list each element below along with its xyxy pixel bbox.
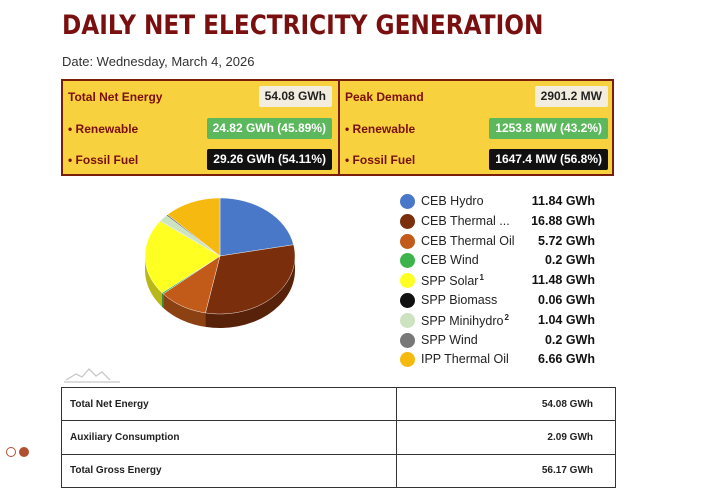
legend-swatch [400, 213, 415, 229]
pagination-dot-inactive[interactable] [6, 447, 16, 457]
legend-swatch [400, 292, 415, 308]
legend-value: 0.2 GWh [544, 332, 595, 347]
legend-label: SPP Biomass [421, 292, 498, 307]
fossil-energy-label: • Fossil Fuel [68, 153, 139, 167]
legend-label: CEB Thermal ... [421, 213, 510, 228]
pie-slice-side [205, 256, 295, 328]
legend-swatch [400, 312, 415, 328]
peak-demand-row: Peak Demand 2901.2 MW [340, 82, 612, 113]
legend-label: SPP Solar1 [421, 273, 484, 289]
legend-label: SPP Minihydro2 [421, 312, 509, 328]
renewable-demand-row: • Renewable 1253.8 MW (43.2%) [340, 114, 612, 145]
pie-slice-side [163, 293, 206, 327]
totals-value: 2.09 GWh [396, 420, 616, 455]
demand-summary: Peak Demand 2901.2 MW • Renewable 1253.8… [340, 81, 612, 174]
legend-item: SPP Solar1 11.48 GWh [398, 271, 603, 291]
legend-value: 1.04 GWh [538, 312, 595, 327]
legend-swatch [400, 233, 415, 249]
renewable-energy-label: • Renewable [68, 122, 139, 136]
logo-icon [64, 368, 120, 383]
legend-item: IPP Thermal Oil 6.66 GWh [398, 350, 603, 370]
fossil-energy-value: 29.26 GWh (54.11%) [207, 149, 332, 170]
legend-label: IPP Thermal Oil [421, 352, 509, 367]
legend-value: 0.06 GWh [538, 292, 595, 307]
legend-swatch [400, 352, 415, 368]
legend-footnote: 2 [504, 312, 509, 322]
legend-swatch [400, 253, 415, 269]
total-net-energy-value: 54.08 GWh [258, 86, 332, 107]
table-row: Total Net Energy 54.08 GWh [61, 386, 616, 422]
fossil-demand-value: 1647.4 MW (56.8%) [489, 149, 608, 170]
report-date: Date: Wednesday, March 4, 2026 [62, 54, 255, 69]
fossil-demand-row: • Fossil Fuel 1647.4 MW (56.8%) [340, 145, 612, 176]
renewable-energy-row: • Renewable 24.82 GWh (45.89%) [63, 114, 338, 145]
table-row: Total Gross Energy 56.17 GWh [61, 453, 616, 489]
totals-label: Auxiliary Consumption [61, 420, 397, 455]
total-net-energy-label: Total Net Energy [68, 90, 163, 104]
pie-slice [167, 197, 221, 257]
totals-label: Total Gross Energy [61, 453, 397, 489]
pie-slice [205, 244, 296, 315]
totals-value: 54.08 GWh [396, 386, 616, 422]
legend-label: CEB Wind [421, 253, 479, 268]
legend-item: CEB Wind 0.2 GWh [398, 251, 603, 271]
page-title: DAILY NET ELECTRICITY GENERATION [62, 10, 544, 41]
legend-value: 11.84 GWh [531, 194, 595, 208]
peak-demand-value: 2901.2 MW [534, 86, 608, 107]
legend-label: CEB Thermal Oil [421, 233, 515, 248]
summary-panel: Total Net Energy 54.08 GWh • Renewable 2… [61, 79, 614, 176]
legend-item: SPP Minihydro2 1.04 GWh [398, 311, 603, 331]
slide-pagination [6, 444, 32, 462]
legend-swatch [400, 194, 415, 209]
pie-slice-side [145, 256, 163, 307]
pie-slice-side [162, 292, 164, 308]
renewable-energy-value: 24.82 GWh (45.89%) [206, 118, 332, 139]
chart-legend: CEB Hydro 11.84 GWh CEB Thermal ... 16.88 G… [398, 192, 603, 370]
legend-item: CEB Thermal Oil 5.72 GWh [398, 232, 603, 252]
legend-swatch [400, 332, 415, 348]
summary-divider [338, 81, 340, 174]
totals-label: Total Net Energy [61, 386, 397, 422]
legend-value: 5.72 GWh [538, 233, 595, 248]
legend-footnote: 1 [479, 273, 484, 283]
legend-swatch [400, 273, 415, 289]
legend-label: CEB Hydro [421, 194, 484, 208]
energy-totals-table: Total Net Energy 54.08 GWh Auxiliary Con… [61, 386, 616, 489]
fossil-energy-row: • Fossil Fuel 29.26 GWh (54.11%) [63, 145, 338, 176]
legend-value: 16.88 GWh [531, 213, 595, 228]
legend-value: 0.2 GWh [544, 253, 595, 268]
pagination-dot-active[interactable] [19, 447, 29, 457]
peak-demand-label: Peak Demand [345, 90, 424, 104]
energy-summary: Total Net Energy 54.08 GWh • Renewable 2… [63, 81, 338, 174]
generation-pie-chart [144, 197, 296, 328]
legend-label: SPP Wind [421, 332, 478, 347]
table-row: Auxiliary Consumption 2.09 GWh [61, 420, 616, 455]
legend-value: 6.66 GWh [538, 352, 595, 367]
renewable-demand-label: • Renewable [345, 122, 416, 136]
legend-item: SPP Wind 0.2 GWh [398, 331, 603, 351]
legend-value: 11.48 GWh [531, 273, 595, 288]
totals-value: 56.17 GWh [396, 453, 616, 489]
total-net-energy-row: Total Net Energy 54.08 GWh [63, 82, 338, 113]
pie-slice [219, 197, 294, 257]
pie-slice [144, 220, 221, 294]
legend-item: CEB Thermal ... 16.88 GWh [398, 212, 603, 232]
legend-item: SPP Biomass 0.06 GWh [398, 291, 603, 311]
renewable-demand-value: 1253.8 MW (43.2%) [489, 118, 608, 139]
fossil-demand-label: • Fossil Fuel [345, 153, 416, 167]
pie-depth [145, 256, 295, 328]
legend-item: CEB Hydro 11.84 GWh [398, 192, 603, 212]
